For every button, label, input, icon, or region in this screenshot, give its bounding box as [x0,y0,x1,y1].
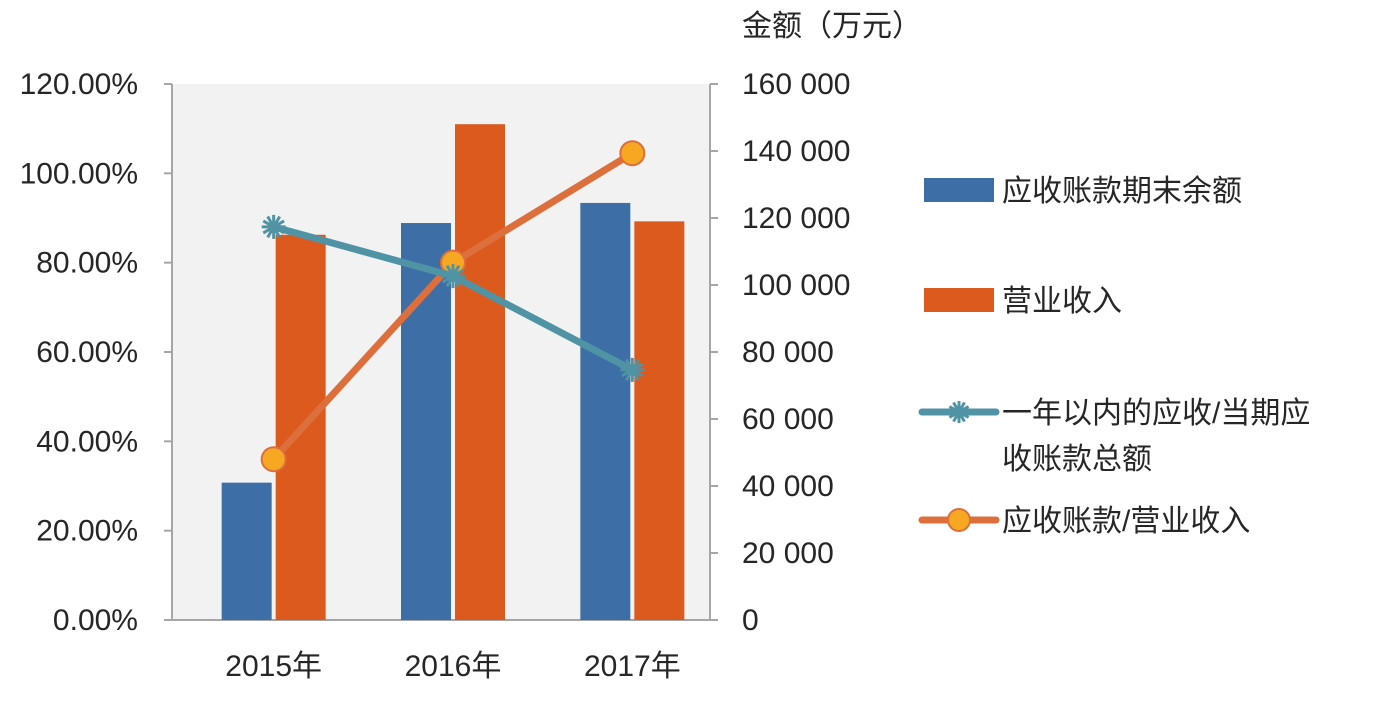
category-label: 2015年 [225,650,322,683]
bar-series-group [221,124,685,621]
legend-marker-star [948,401,970,423]
line-point-within-one-year-ratio-1 [441,264,465,289]
left-axis-tick-label: 100.00% [20,157,138,190]
right-axis-tick-label: 100 000 [742,269,850,302]
left-axis-tick-label: 60.00% [36,336,138,369]
left-axis-tick-label: 40.00% [36,425,138,458]
bar-revenue-1 [455,124,505,620]
legend-label: 应收账款期末余额 [1002,175,1242,208]
bar-receivables-2 [580,202,631,621]
line-point-within-one-year-ratio-2 [620,357,645,382]
right-axis-tick-label: 140 000 [742,135,850,168]
legend-label: 一年以内的应收/当期应 [1002,397,1310,430]
bar-revenue-2 [634,221,685,620]
line-point-receivables-to-revenue-0 [260,446,287,473]
left-axis: 0.00% 20.00% 40.00% 60.00% 80.00% 100.00% 120.… [20,68,710,637]
right-axis-tick-label: 40 000 [742,470,834,503]
bar-receivables-0 [221,482,272,620]
right-axis-tick-label: 60 000 [742,403,834,436]
category-label: 2017年 [584,650,681,683]
legend-label: 应收账款/营业收入 [1002,505,1250,538]
line-point-within-one-year-ratio-0 [261,214,286,239]
legend-label: 收账款总额 [1002,443,1152,476]
category-label: 2016年 [405,650,502,683]
right-axis: 0 20 000 40 000 60 000 80 000 100 000 120 000 1… [709,68,850,637]
legend-swatch-1 [924,288,994,312]
right-axis-tick-label: 0 [742,604,759,637]
left-axis-tick-label: 20.00% [36,515,138,548]
legend-swatch-0 [924,178,994,202]
line-series-group [260,140,646,473]
legend-label: 营业收入 [1002,285,1122,318]
right-axis-tick-label: 120 000 [742,202,850,235]
right-axis-unit-label: 金额（万元） [742,10,922,43]
left-axis-tick-label: 0.00% [53,604,138,637]
right-axis-tick-label: 160 000 [742,68,850,101]
left-axis-tick-label: 80.00% [36,247,138,280]
right-axis-tick-label: 80 000 [742,336,834,369]
left-axis-tick-label: 120.00% [20,68,138,101]
line-point-receivables-to-revenue-2 [619,140,646,167]
right-axis-tick-label: 20 000 [742,537,834,570]
legend-marker-circle [947,508,971,532]
category-labels: 2015年 2016年 2017年 [225,650,680,683]
